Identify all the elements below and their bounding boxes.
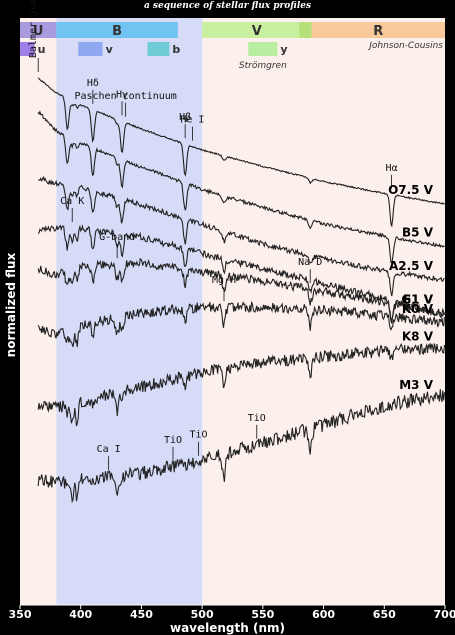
filter-band-R — [311, 22, 445, 38]
annotation-12: TiO — [164, 435, 182, 446]
series-label-3: F1 V — [403, 293, 434, 307]
filter-band-label-R: R — [373, 24, 383, 39]
annotation-13: TiO — [189, 430, 207, 441]
annotation-9: Na D — [298, 257, 322, 268]
x-tick-label-3: 500 — [190, 608, 214, 621]
annotation-2: Hγ — [116, 89, 128, 100]
v-r-overlap-band — [299, 22, 312, 38]
filter-band-label-y: y — [280, 43, 287, 56]
series-line-2 — [38, 175, 445, 297]
y-axis-label: normalized flux — [4, 252, 18, 358]
annotation-1: Hδ — [87, 78, 99, 89]
filter-band-B — [56, 22, 178, 38]
annotation-3: Paschen continuum — [74, 91, 176, 102]
series-line-5 — [37, 300, 446, 348]
filter-band-u — [20, 42, 35, 56]
series-label-2: A2.5 V — [389, 259, 434, 273]
x-tick-label-7: 700 — [433, 608, 455, 621]
filter-band-label-V: V — [252, 24, 262, 39]
filter-band-y — [248, 42, 278, 56]
x-tick-label-5: 600 — [312, 608, 336, 621]
filter-band-label-b: b — [172, 43, 180, 56]
filter-band-label-B: B — [112, 24, 122, 39]
annotation-10: Mg H — [212, 275, 236, 286]
filter-band-label-U: U — [33, 24, 44, 39]
series-line-6 — [37, 342, 446, 427]
annotation-0: Balmer Jump — [28, 0, 39, 58]
annotation-8: G-band — [99, 232, 135, 243]
series-label-0: O7.5 V — [388, 183, 434, 197]
series-line-3 — [37, 224, 445, 324]
series-label-5: K0 V — [402, 302, 434, 316]
annotation-4: Hβ — [179, 112, 191, 123]
series-label-7: M3 V — [399, 378, 433, 392]
series-label-6: K8 V — [402, 330, 434, 344]
x-tick-label-1: 400 — [69, 608, 93, 621]
series-label-4: G1 V — [401, 293, 433, 307]
filter-band-b — [147, 42, 170, 56]
filter-system-label-1: Strömgren — [239, 61, 287, 71]
series-label-1: B5 V — [402, 225, 434, 239]
filter-system-label-0: Johnson-Cousins — [367, 41, 443, 51]
x-tick-label-6: 650 — [372, 608, 396, 621]
annotation-14: TiO — [248, 413, 266, 424]
series-line-4 — [37, 257, 446, 322]
annotation-11: Ca I — [97, 444, 121, 455]
series-line-1 — [37, 110, 445, 265]
filter-band-V — [202, 22, 312, 38]
filter-band-label-u: u — [38, 43, 46, 56]
annotation-5: He I — [180, 115, 204, 126]
x-axis-label: wavelength (nm) — [169, 621, 285, 635]
x-tick-label-4: 550 — [251, 608, 275, 621]
chart-title: a sequence of stellar flux profiles — [143, 1, 312, 11]
filter-band-v — [78, 42, 103, 56]
filter-band-U — [20, 22, 57, 38]
annotation-6: Hα — [386, 163, 398, 174]
filter-band-label-v: v — [106, 43, 114, 56]
series-line-0 — [37, 77, 445, 228]
x-tick-label-0: 350 — [8, 608, 32, 621]
annotation-7: Ca K — [60, 196, 84, 207]
series-line-7 — [37, 389, 446, 504]
x-tick-label-2: 450 — [129, 608, 153, 621]
